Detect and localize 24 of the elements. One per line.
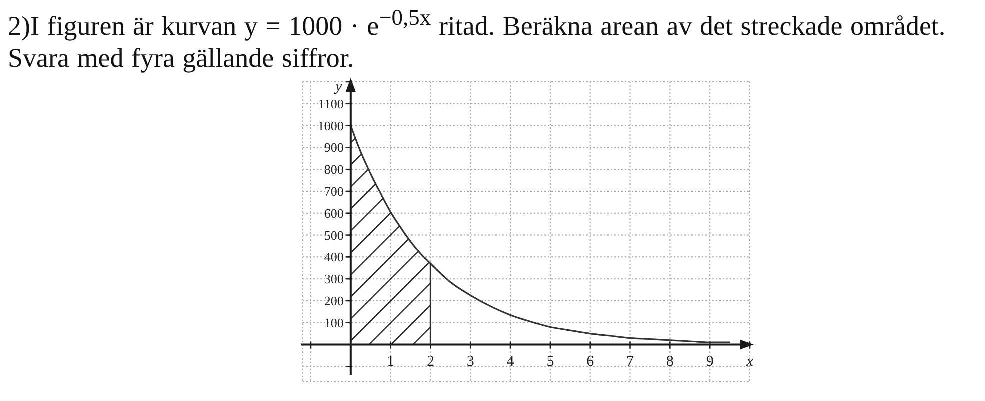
line-series xyxy=(350,124,731,344)
y-tick-label: 400 xyxy=(324,250,344,265)
x-axis-title: x xyxy=(746,354,754,370)
x-tick-label: 6 xyxy=(586,354,595,370)
x-tick-label: 7 xyxy=(626,354,635,370)
x-tick-label: 2 xyxy=(426,354,434,370)
y-tick-label: 700 xyxy=(324,184,344,199)
x-tick-label: 4 xyxy=(506,354,515,370)
x-tick-label: 8 xyxy=(666,354,674,370)
y-tick-label: 100 xyxy=(324,315,344,330)
chart-title: 2)I figuren är kurvan y = 1000 · e$^{−0,5x}$ ritad. Beräkna arean av det streckade området. Svara med fyra gällande siffror. xyxy=(8,5,946,73)
x-tick-label: 9 xyxy=(706,354,714,370)
y-tick-label: 200 xyxy=(324,293,344,308)
x-tick-label: 1 xyxy=(387,354,395,370)
y-tick-label: 1100 xyxy=(318,96,344,112)
y-tick-label: 600 xyxy=(324,206,344,221)
x-tick-label: 5 xyxy=(546,354,554,370)
y-tick-label: 1000 xyxy=(318,118,344,134)
y-tick-label: 300 xyxy=(324,272,344,287)
y-tick-label: 900 xyxy=(324,140,344,156)
x-tick-label: 3 xyxy=(466,354,474,370)
y-tick-label: 800 xyxy=(324,162,344,178)
y-axis-title: y xyxy=(334,79,343,95)
y-tick-label: 500 xyxy=(324,228,344,243)
